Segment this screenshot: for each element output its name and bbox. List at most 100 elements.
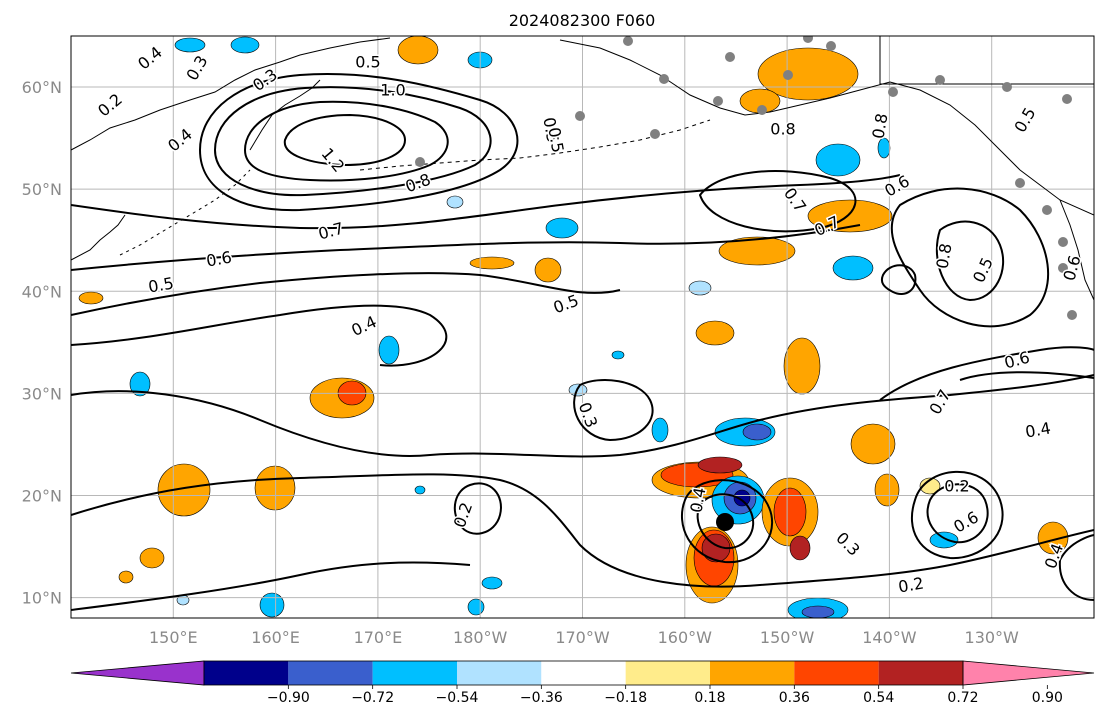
lat-tick-label: 50°N [22, 180, 62, 199]
lon-tick-label: 160°E [251, 628, 300, 647]
lon-tick-label: 150°W [760, 628, 815, 647]
canada-coast [879, 36, 1094, 85]
lon-tick-label: 130°W [965, 628, 1020, 647]
colorbar-segment [541, 661, 626, 685]
lat-tick-label: 20°N [22, 486, 62, 505]
colorbar: −0.90 −0.72 −0.54 −0.36 −0.18 0.18 0.36 0.54 0.7… [70, 660, 1095, 706]
contour-label: 0.8 [770, 120, 795, 139]
lat-tick-label: 40°N [22, 282, 62, 301]
shaded-region [259, 592, 285, 618]
colorbar-segment [625, 661, 710, 685]
contour-line [214, 86, 492, 197]
lon-tick-label: 140°W [862, 628, 917, 647]
lon-tick-label: 170°W [555, 628, 610, 647]
contour-line [926, 483, 989, 544]
shaded-region [688, 280, 712, 296]
contour-line [1058, 534, 1094, 601]
shaded-region [850, 423, 896, 465]
shaded-region [807, 199, 893, 233]
asia-coast [71, 37, 391, 151]
colorbar-segment [372, 661, 457, 685]
shaded-region [467, 598, 485, 616]
contour-label: 0.5 [544, 126, 567, 154]
colorbar-segment [710, 661, 795, 685]
lon-tick-label: 160°W [658, 628, 713, 647]
contour-line [71, 272, 621, 316]
colorbar-min-extension [70, 660, 205, 686]
shaded-region [254, 465, 296, 511]
colorbar-segment [288, 661, 373, 685]
colorbar-tick-label: 0.54 [863, 690, 894, 706]
shaded-region [230, 36, 260, 54]
contour-line [935, 220, 1005, 301]
contour-line [71, 561, 471, 611]
shaded-region [773, 487, 807, 537]
colorbar-segment [457, 661, 542, 685]
contour-label: 0.4 [686, 486, 709, 514]
lon-tick-label: 150°E [149, 628, 198, 647]
colorbar-frame [203, 660, 964, 686]
shaded-region [874, 473, 900, 507]
colorbar-tick-label: −0.90 [267, 690, 310, 706]
latitude-tick-labels: 10°N 20°N 30°N 40°N 50°N 60°N [22, 78, 62, 608]
contour-layer [71, 73, 1094, 611]
shaded-region [174, 37, 206, 53]
shaded-region [742, 423, 772, 441]
shaded-region [651, 417, 669, 443]
japan-coast [71, 214, 126, 261]
contour-line [199, 73, 519, 212]
contour-line [71, 473, 1094, 588]
coastlines [71, 36, 1094, 301]
contour-line [453, 482, 502, 535]
contour-label: 0.5 [355, 53, 380, 72]
colorbar-tick-label: −0.18 [604, 690, 647, 706]
shaded-region [446, 195, 464, 209]
contour-line [696, 493, 755, 550]
station-markers [415, 36, 1077, 320]
shaded-region [919, 477, 941, 495]
shaded-region [733, 489, 751, 507]
contour-line [71, 304, 448, 367]
colorbar-tick-label: −0.36 [520, 690, 563, 706]
shaded-region [397, 36, 439, 65]
shaded-region [1037, 521, 1069, 555]
shaded-region [129, 371, 151, 397]
shaded-region [481, 576, 503, 590]
contour-line [680, 479, 774, 564]
shaded-region [697, 456, 743, 474]
shaded-region [801, 605, 835, 618]
map-title: 2024082300 F060 [509, 11, 656, 30]
shaded-region [929, 531, 959, 549]
shaded-region [789, 535, 811, 561]
shaded-region [139, 547, 165, 569]
colorbar-segment [878, 661, 963, 685]
shaded-region [157, 463, 211, 517]
lon-tick-label: 170°E [354, 628, 403, 647]
contour-line [71, 224, 861, 271]
colorbar-tick-label: 0.36 [779, 690, 810, 706]
contour-line [880, 264, 917, 295]
contour-label: 0.2 [944, 477, 969, 496]
lat-tick-label: 30°N [22, 384, 62, 403]
contour-line [879, 346, 1094, 401]
shaded-region [695, 320, 735, 346]
contour-line [573, 379, 654, 441]
shaded-region [611, 350, 625, 360]
longitude-tick-labels: 150°E 160°E 170°E 180°W 170°W 160°W 150°W 140°W… [149, 628, 1019, 647]
plot-frame [70, 35, 1095, 619]
colorbar-max-extension [962, 660, 1095, 686]
shaded-region [815, 143, 861, 177]
shaded-region [378, 335, 400, 365]
gridlines [71, 36, 1094, 618]
colorbar-tick-label: 0.90 [1032, 690, 1063, 706]
colorbar-segment [204, 661, 289, 685]
contour-line [959, 371, 1094, 381]
lat-tick-label: 60°N [22, 78, 62, 97]
contour-line [910, 470, 1004, 560]
shaded-region [877, 137, 891, 159]
storm-center-marker [716, 513, 734, 531]
shaded-region [545, 217, 579, 239]
colorbar-tick-label: 0.72 [947, 690, 978, 706]
contour-line [71, 374, 1094, 458]
colorbar-tick-label: 0.18 [694, 690, 725, 706]
